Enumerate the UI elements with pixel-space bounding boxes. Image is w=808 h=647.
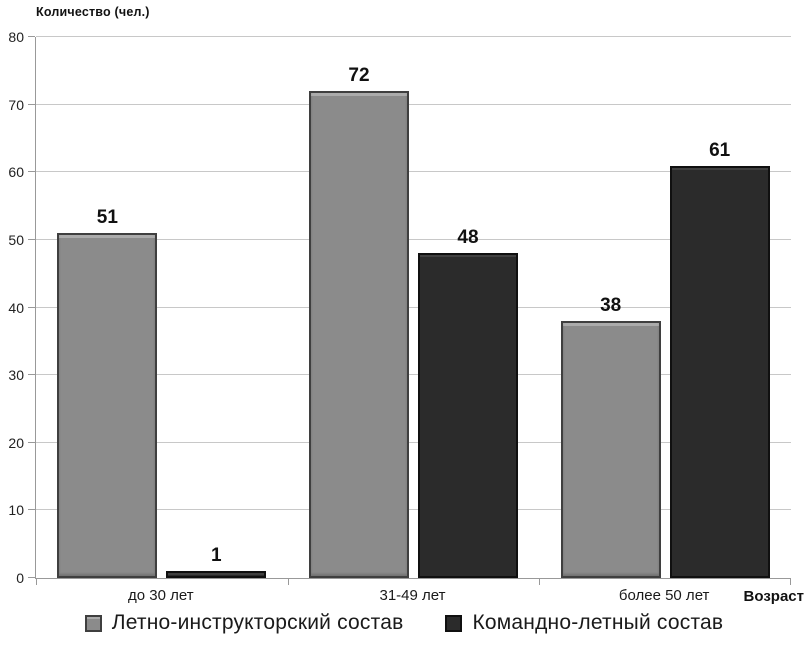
y-tick-label: 0 bbox=[16, 570, 24, 586]
category-label: 31-49 лет bbox=[379, 587, 446, 604]
y-axis-title: Количество (чел.) bbox=[36, 5, 150, 19]
gridline bbox=[36, 36, 791, 37]
bar: 72 bbox=[308, 65, 409, 578]
bar-value-label: 51 bbox=[96, 207, 118, 229]
y-tick-label: 60 bbox=[8, 164, 24, 181]
bar-group: 38 61 bbox=[539, 37, 791, 578]
bar: 1 bbox=[166, 545, 267, 578]
y-tick-label: 80 bbox=[8, 29, 24, 45]
bar: 61 bbox=[669, 140, 770, 578]
y-tick-mark bbox=[28, 441, 35, 443]
x-tick-mark bbox=[287, 578, 289, 585]
legend-item: Летно-инструкторский состав bbox=[84, 611, 404, 635]
gridline bbox=[36, 238, 791, 240]
x-axis-category-labels: до 30 лет 31-49 лет более 50 лет bbox=[35, 587, 790, 604]
gridline bbox=[36, 509, 791, 511]
plot-area: 51 1 72 48 38 61 bbox=[35, 36, 791, 585]
bar: 38 bbox=[560, 295, 661, 578]
y-tick-mark bbox=[28, 374, 35, 376]
x-tick-mark bbox=[539, 578, 541, 585]
bar-group: 72 48 bbox=[288, 37, 540, 578]
legend-swatch-icon bbox=[84, 614, 102, 632]
bar-group: 51 1 bbox=[36, 37, 288, 578]
y-tick-mark bbox=[28, 171, 35, 173]
y-tick-label: 20 bbox=[8, 434, 24, 451]
y-axis-tick-marks bbox=[28, 36, 35, 578]
bar-value-label: 61 bbox=[709, 139, 731, 161]
x-axis-title: Возраст bbox=[743, 588, 804, 605]
legend: Летно-инструкторский состав Командно-летн… bbox=[0, 611, 808, 635]
y-tick-mark bbox=[28, 103, 35, 105]
legend-item: Командно-летный состав bbox=[445, 611, 723, 635]
category-label: более 50 лет bbox=[618, 587, 710, 604]
bar: 48 bbox=[417, 227, 518, 578]
y-tick-mark bbox=[28, 577, 35, 578]
y-tick-mark bbox=[28, 509, 35, 511]
category-label: до 30 лет bbox=[128, 587, 194, 604]
gridline bbox=[36, 103, 791, 105]
bar-value-label: 72 bbox=[348, 65, 370, 87]
y-tick-mark bbox=[28, 306, 35, 308]
bar: 51 bbox=[57, 207, 158, 578]
y-tick-label: 40 bbox=[8, 299, 24, 316]
y-tick-label: 10 bbox=[8, 502, 24, 519]
legend-label: Летно-инструкторский состав bbox=[111, 611, 404, 634]
gridline bbox=[36, 441, 791, 443]
x-tick-mark bbox=[790, 578, 791, 585]
legend-label: Командно-летный состав bbox=[472, 611, 724, 634]
bar-value-label: 1 bbox=[211, 545, 222, 567]
y-tick-label: 30 bbox=[8, 367, 24, 384]
legend-swatch-icon bbox=[445, 614, 463, 632]
y-axis-tick-labels: 0 10 20 30 40 50 60 70 80 bbox=[0, 29, 26, 586]
gridline bbox=[36, 306, 791, 308]
y-tick-mark bbox=[28, 238, 35, 240]
x-tick-mark bbox=[36, 578, 37, 585]
gridline bbox=[36, 171, 791, 173]
y-tick-label: 50 bbox=[8, 231, 24, 248]
gridline bbox=[36, 374, 791, 376]
bar-value-label: 48 bbox=[457, 227, 479, 249]
y-tick-label: 70 bbox=[8, 96, 24, 113]
y-tick-mark bbox=[28, 36, 35, 37]
bar-value-label: 38 bbox=[600, 295, 622, 317]
